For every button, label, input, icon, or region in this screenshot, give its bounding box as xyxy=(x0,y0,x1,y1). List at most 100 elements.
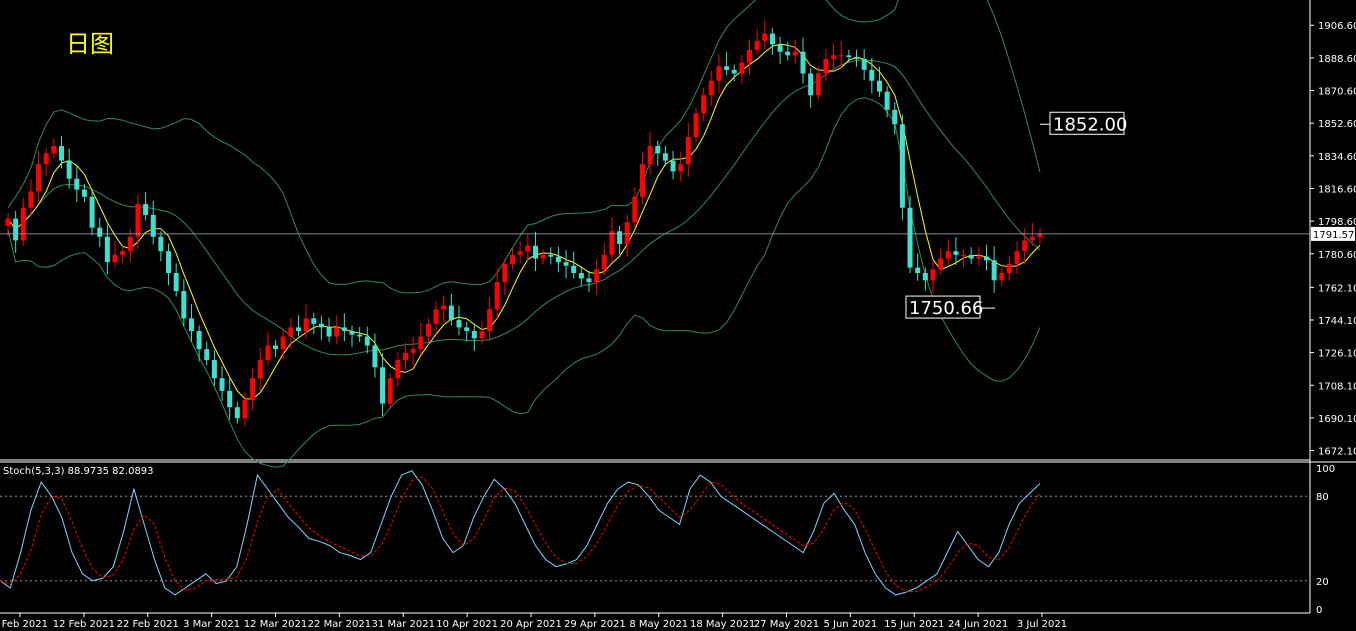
price-tick-label: 1726.10 xyxy=(1318,349,1356,360)
candle-body xyxy=(372,345,378,368)
candle-body xyxy=(196,331,202,350)
candle-body xyxy=(571,265,577,273)
candle-body xyxy=(1037,233,1043,237)
candle-body xyxy=(632,196,638,223)
candle-body xyxy=(59,146,65,161)
candle-body xyxy=(51,146,57,154)
date-label: 3 Mar 2021 xyxy=(183,619,240,630)
price-tick-label: 1762.10 xyxy=(1318,283,1356,294)
candle-body xyxy=(74,178,80,190)
candle-body xyxy=(1014,251,1020,264)
candle-body xyxy=(43,153,49,165)
candle-body xyxy=(999,272,1005,281)
stochastic-panel: Stoch(5,3,3) 88.9735 82.0893 100 80 20 0 xyxy=(0,464,1335,616)
candle-body xyxy=(81,189,87,197)
candlesticks xyxy=(5,19,1043,426)
candle-body xyxy=(181,291,187,319)
candle-body xyxy=(410,349,416,353)
candle-body xyxy=(838,55,844,57)
price-tick-label: 1888.60 xyxy=(1318,54,1356,65)
price-tick-label: 1906.60 xyxy=(1318,21,1356,32)
date-label: 12 Feb 2021 xyxy=(53,619,115,630)
date-label: 22 Mar 2021 xyxy=(308,619,371,630)
candle-body xyxy=(670,160,676,172)
stoch-tick-label: 0 xyxy=(1316,605,1322,616)
candle-body xyxy=(204,349,210,361)
candle-body xyxy=(624,222,630,244)
candle-body xyxy=(731,69,737,74)
candle-body xyxy=(303,318,309,332)
candle-body xyxy=(517,251,523,255)
candle-body xyxy=(166,251,172,273)
candle-body xyxy=(976,256,982,259)
candle-body xyxy=(899,124,905,208)
candle-body xyxy=(456,320,462,328)
price-tick-label: 1690.10 xyxy=(1318,414,1356,425)
price-tick-label: 1744.10 xyxy=(1318,316,1356,327)
candle-body xyxy=(464,327,470,332)
candle-body xyxy=(884,91,890,110)
candle-body xyxy=(510,254,516,264)
candle-body xyxy=(1029,236,1035,241)
date-label: 8 May 2021 xyxy=(629,619,688,630)
annotation-upper: 1852.00 xyxy=(1053,114,1127,135)
date-label: 31 Mar 2021 xyxy=(372,619,435,630)
stoch-d-line xyxy=(0,476,1041,593)
candle-body xyxy=(655,146,661,154)
candle-body xyxy=(609,231,615,255)
annotation-upper-box xyxy=(1049,111,1125,135)
candle-body xyxy=(662,153,668,161)
price-tick-label: 1816.60 xyxy=(1318,184,1356,195)
candle-body xyxy=(143,204,149,215)
candle-body xyxy=(685,136,691,165)
bollinger-bands xyxy=(7,0,1041,468)
candle-body xyxy=(173,272,179,292)
candle-body xyxy=(953,251,959,255)
candle-body xyxy=(20,207,26,241)
candle-body xyxy=(823,58,829,74)
date-label: 18 May 2021 xyxy=(690,619,755,630)
current-price-box xyxy=(1311,226,1355,241)
candle-body xyxy=(869,69,875,81)
price-tick-label: 1870.60 xyxy=(1318,87,1356,98)
candle-body xyxy=(441,305,447,310)
candle-body xyxy=(387,378,393,404)
candle-body xyxy=(777,44,783,52)
candle-body xyxy=(28,191,34,208)
candle-body xyxy=(273,345,279,350)
candle-body xyxy=(876,80,882,92)
candle-body xyxy=(380,367,386,404)
candle-body xyxy=(265,345,271,361)
price-tick-label: 1672.10 xyxy=(1318,447,1356,458)
candle-body xyxy=(785,51,791,56)
annotation-lower-box xyxy=(905,295,981,319)
candle-body xyxy=(693,113,699,137)
candle-body xyxy=(639,164,645,197)
candle-body xyxy=(800,51,806,74)
candle-body xyxy=(930,269,936,281)
candle-body xyxy=(5,218,11,226)
candle-body xyxy=(563,262,569,266)
candle-body xyxy=(594,269,600,283)
stoch-tick-label: 100 xyxy=(1316,464,1335,475)
candle-body xyxy=(739,62,745,74)
candle-body xyxy=(318,323,324,328)
chart-title: 日图 xyxy=(66,30,114,58)
candle-body xyxy=(831,55,837,59)
candle-body xyxy=(907,207,913,268)
price-axis: 1906.60 1888.60 1870.60 1852.60 1834.60 1816.… xyxy=(1310,21,1356,458)
candle-body xyxy=(846,55,852,58)
stoch-k-line xyxy=(0,470,1041,596)
stoch-tick-label: 80 xyxy=(1316,492,1329,503)
candle-body xyxy=(961,254,967,256)
bollinger-upper-line xyxy=(7,0,1041,294)
candle-body xyxy=(762,33,768,41)
candle-body xyxy=(525,245,531,252)
price-tick-label: 1708.10 xyxy=(1318,381,1356,392)
candle-body xyxy=(127,236,133,252)
candle-body xyxy=(227,390,233,408)
date-label: 27 May 2021 xyxy=(754,619,819,630)
candle-body xyxy=(311,318,317,324)
candle-body xyxy=(418,336,424,350)
